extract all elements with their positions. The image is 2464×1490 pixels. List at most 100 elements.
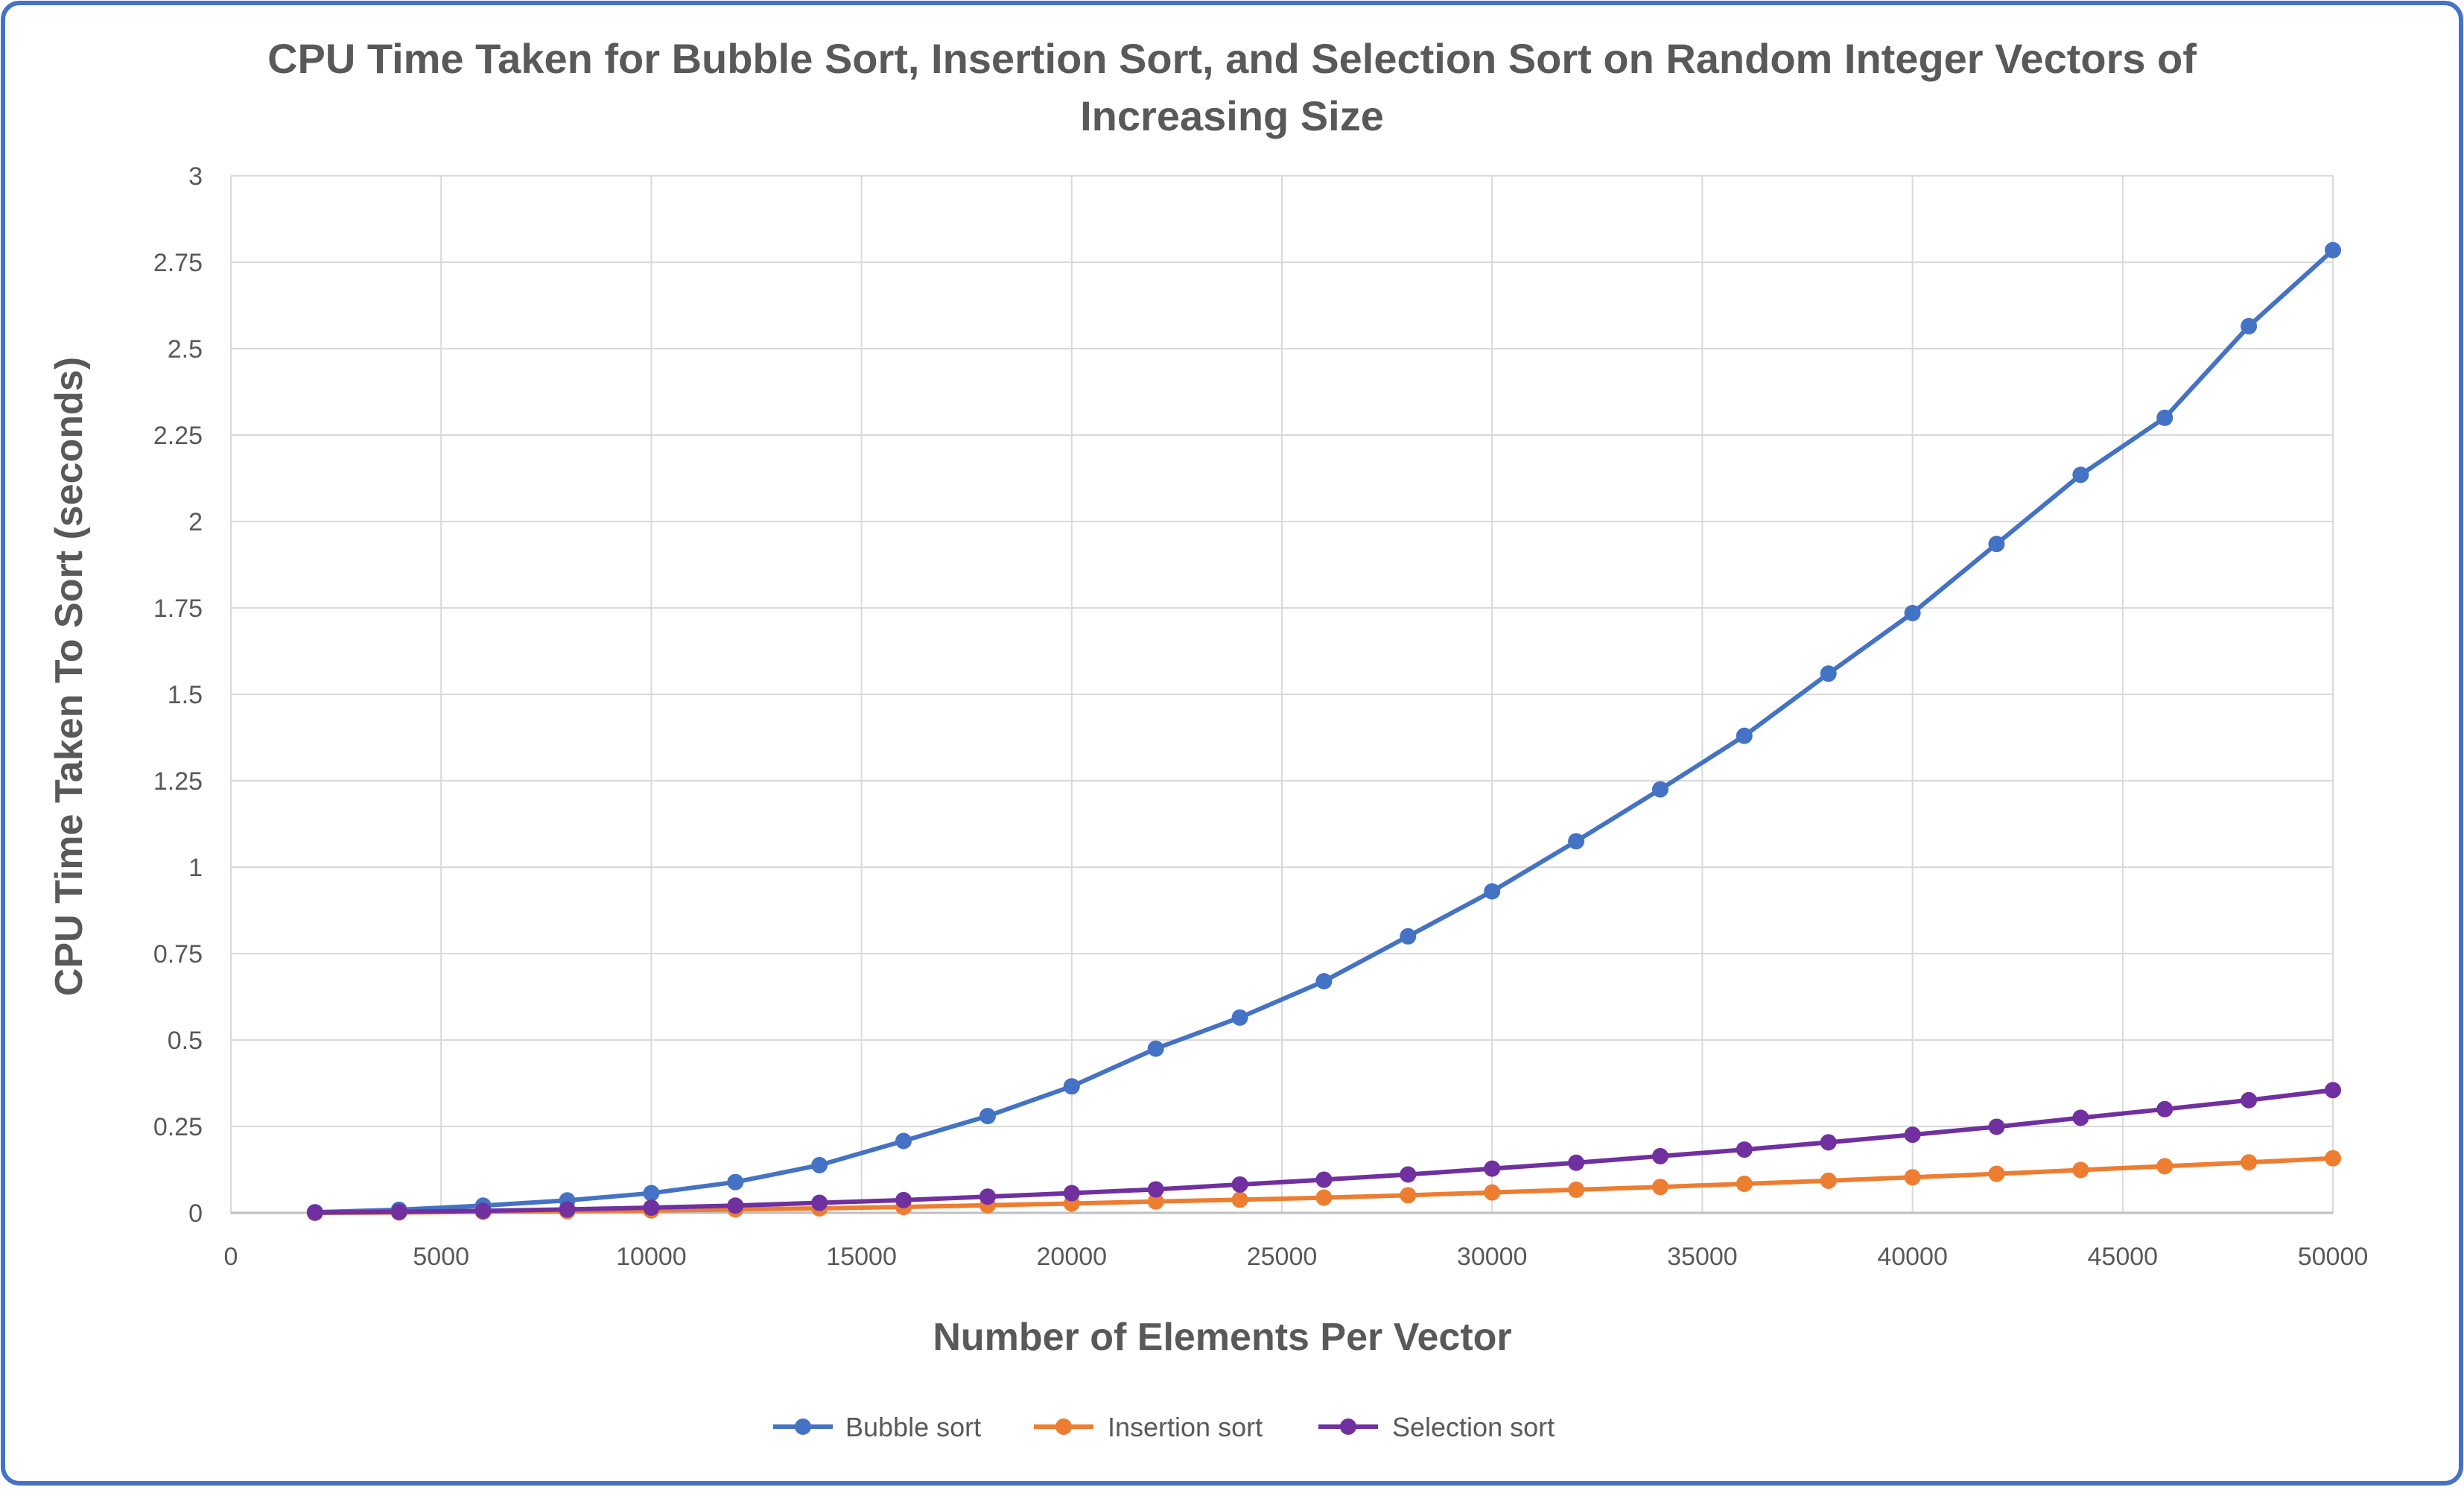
y-tick-label: 1.75 — [153, 595, 203, 623]
y-tick-label: 2 — [188, 508, 203, 536]
data-point — [1484, 1184, 1501, 1201]
data-point — [1063, 1078, 1080, 1095]
data-point — [2325, 1082, 2341, 1099]
data-point — [895, 1132, 912, 1150]
x-tick-label: 30000 — [1457, 1243, 1528, 1271]
x-axis-ticks: 0 5000 10000 15000 20000 25000 30000 35000 40000… — [224, 1243, 2369, 1271]
data-point — [1651, 1147, 1668, 1164]
data-point — [643, 1199, 660, 1217]
data-point — [727, 1197, 744, 1214]
data-point — [1400, 928, 1417, 945]
y-axis-title: CPU Time Taken To Sort (seconds) — [48, 357, 91, 996]
data-point — [559, 1201, 576, 1218]
data-point — [979, 1188, 996, 1205]
chart-title-line-1: CPU Time Taken for Bubble Sort, Insertio… — [267, 35, 2197, 82]
y-tick-label: 2.5 — [168, 335, 203, 364]
data-point — [1651, 1179, 1668, 1196]
data-point — [1400, 1187, 1417, 1204]
x-axis-title: Number of Elements Per Vector — [933, 1316, 1511, 1359]
data-point — [1568, 1154, 1585, 1171]
data-point — [1988, 536, 2005, 553]
y-tick-label: 1.25 — [153, 767, 203, 796]
data-point — [1568, 833, 1585, 850]
data-point — [2072, 466, 2089, 484]
data-point — [895, 1191, 912, 1208]
data-point — [727, 1173, 744, 1191]
x-tick-label: 40000 — [1877, 1243, 1948, 1271]
data-point — [1820, 1172, 1837, 1189]
x-tick-label: 15000 — [826, 1243, 897, 1271]
data-point — [2325, 241, 2341, 259]
data-point — [474, 1202, 492, 1220]
legend-marker — [795, 1418, 811, 1435]
x-tick-label: 25000 — [1247, 1243, 1318, 1271]
y-tick-label: 1.5 — [168, 681, 203, 709]
legend-label: Insertion sort — [1108, 1412, 1263, 1442]
data-point — [1147, 1040, 1164, 1057]
gridlines — [230, 175, 2334, 1213]
data-point — [2241, 1091, 2258, 1109]
data-point — [1904, 604, 1921, 621]
legend-marker — [1055, 1418, 1072, 1435]
data-point — [643, 1185, 660, 1202]
data-point — [811, 1194, 828, 1211]
legend: Bubble sort Insertion sort Selection sort — [773, 1412, 1555, 1442]
data-point — [811, 1156, 828, 1173]
data-point — [1736, 1176, 1753, 1193]
data-point — [1315, 1189, 1333, 1206]
y-tick-label: 2.75 — [153, 249, 203, 277]
data-point — [1736, 727, 1753, 744]
data-point — [2072, 1161, 2089, 1179]
legend-item: Insertion sort — [1034, 1412, 1263, 1442]
data-point — [1568, 1181, 1585, 1198]
y-tick-label: 0.5 — [168, 1027, 203, 1055]
data-point — [2156, 409, 2174, 426]
data-point — [2325, 1150, 2341, 1167]
chart-title-line-2: Increasing Size — [1080, 92, 1384, 139]
legend-label: Selection sort — [1392, 1412, 1555, 1442]
legend-item: Bubble sort — [773, 1412, 981, 1442]
series-lines — [306, 241, 2341, 1221]
y-tick-label: 3 — [188, 162, 203, 191]
data-point — [1231, 1176, 1248, 1193]
legend-item: Selection sort — [1318, 1412, 1555, 1442]
data-point — [1904, 1169, 1921, 1186]
x-tick-label: 50000 — [2298, 1243, 2369, 1271]
data-point — [1147, 1181, 1164, 1198]
y-axis-ticks: 0 0.25 0.5 0.75 1 1.25 1.5 1.75 2 2.25 2.5 2.75 3 — [153, 162, 203, 1228]
y-tick-label: 1 — [188, 854, 203, 882]
series-selection-sort — [306, 1082, 2341, 1221]
legend-label: Bubble sort — [845, 1412, 981, 1442]
data-point — [1484, 883, 1501, 900]
data-point — [1484, 1160, 1501, 1177]
data-point — [2241, 1154, 2258, 1171]
x-tick-label: 10000 — [616, 1243, 687, 1271]
data-point — [306, 1204, 323, 1221]
data-point — [1988, 1165, 2005, 1182]
data-point — [1231, 1191, 1248, 1208]
data-point — [390, 1203, 407, 1220]
data-point — [2156, 1158, 2174, 1175]
data-point — [1063, 1185, 1080, 1202]
data-point — [1820, 665, 1837, 682]
data-point — [1820, 1134, 1837, 1151]
x-tick-label: 45000 — [2088, 1243, 2159, 1271]
data-point — [1988, 1118, 2005, 1135]
data-point — [2156, 1100, 2174, 1118]
y-tick-label: 0.25 — [153, 1113, 203, 1141]
data-point — [1736, 1141, 1753, 1158]
data-point — [1651, 781, 1668, 798]
y-tick-label: 0 — [188, 1199, 203, 1228]
data-point — [1315, 1171, 1333, 1188]
data-point — [1400, 1166, 1417, 1183]
x-tick-label: 5000 — [413, 1243, 469, 1271]
x-tick-label: 0 — [224, 1243, 238, 1271]
legend-marker — [1340, 1418, 1356, 1435]
data-point — [1147, 1193, 1164, 1210]
x-tick-label: 35000 — [1667, 1243, 1738, 1271]
data-point — [1904, 1126, 1921, 1144]
x-tick-label: 20000 — [1037, 1243, 1108, 1271]
